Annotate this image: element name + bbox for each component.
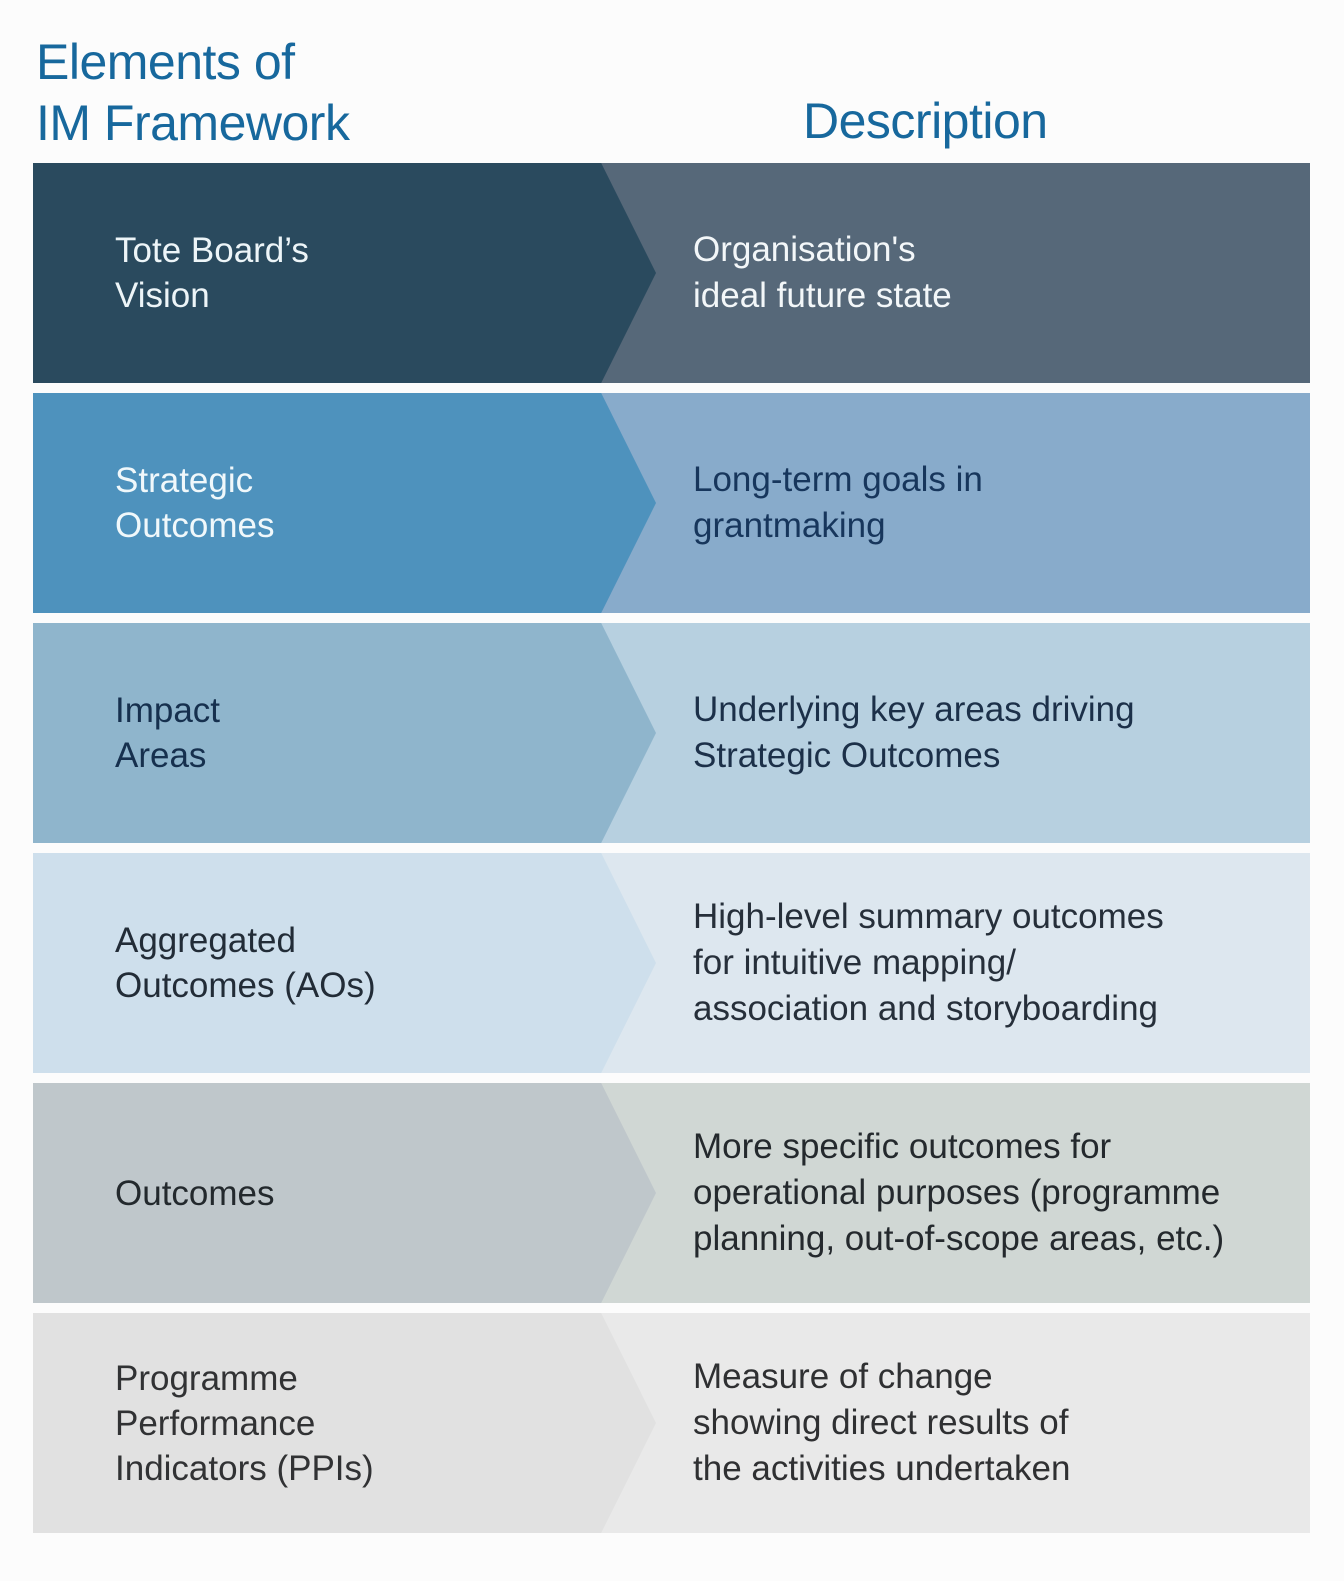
framework-row-outcomes: More specific outcomes for operational p… bbox=[33, 1083, 1310, 1303]
framework-row-impact-areas: Underlying key areas driving Strategic O… bbox=[33, 623, 1310, 843]
page-title: Elements of IM Framework bbox=[36, 34, 350, 151]
description-text: Underlying key areas driving Strategic O… bbox=[693, 690, 1135, 775]
framework-element-label: Outcomes bbox=[115, 1173, 275, 1213]
framework-element-label: Strategic Outcomes bbox=[115, 461, 275, 545]
framework-element-label: Tote Board’s Vision bbox=[115, 231, 309, 315]
description-panel: Measure of change showing direct results… bbox=[601, 1313, 1310, 1533]
description-column-header: Description bbox=[803, 93, 1048, 149]
description-text: Long-term goals in grantmaking bbox=[693, 460, 983, 545]
chevron-arrow-shape: Strategic Outcomes bbox=[33, 393, 656, 613]
description-text: More specific outcomes for operational p… bbox=[693, 1127, 1225, 1258]
framework-element-label: Programme Performance Indicators (PPIs) bbox=[115, 1358, 374, 1488]
framework-row-aggregated-outcomes: High-level summary outcomes for intuitiv… bbox=[33, 853, 1310, 1073]
description-panel: Organisation's ideal future state bbox=[601, 163, 1310, 383]
description-text: Organisation's ideal future state bbox=[693, 230, 952, 315]
chevron-arrow-shape: Aggregated Outcomes (AOs) bbox=[33, 853, 656, 1073]
framework-element-label: Impact Areas bbox=[115, 691, 221, 775]
chevron-arrow-shape: Tote Board’s Vision bbox=[33, 163, 656, 383]
description-panel: High-level summary outcomes for intuitiv… bbox=[601, 853, 1310, 1073]
chevron-arrow-shape: Impact Areas bbox=[33, 623, 656, 843]
framework-row-ppis: Measure of change showing direct results… bbox=[33, 1313, 1310, 1533]
chevron-arrow-shape: Programme Performance Indicators (PPIs) bbox=[33, 1313, 656, 1533]
framework-element-label: Aggregated Outcomes (AOs) bbox=[115, 921, 376, 1005]
framework-row-strategic-outcomes: Long-term goals in grantmaking Strategic… bbox=[33, 393, 1310, 613]
chevron-arrow-shape: Outcomes bbox=[33, 1083, 656, 1303]
description-panel: More specific outcomes for operational p… bbox=[601, 1083, 1310, 1303]
description-panel: Underlying key areas driving Strategic O… bbox=[601, 623, 1310, 843]
description-text: Measure of change showing direct results… bbox=[693, 1357, 1071, 1488]
description-panel: Long-term goals in grantmaking bbox=[601, 393, 1310, 613]
description-text: High-level summary outcomes for intuitiv… bbox=[693, 897, 1164, 1028]
framework-row-vision: Organisation's ideal future state Tote B… bbox=[33, 163, 1310, 383]
